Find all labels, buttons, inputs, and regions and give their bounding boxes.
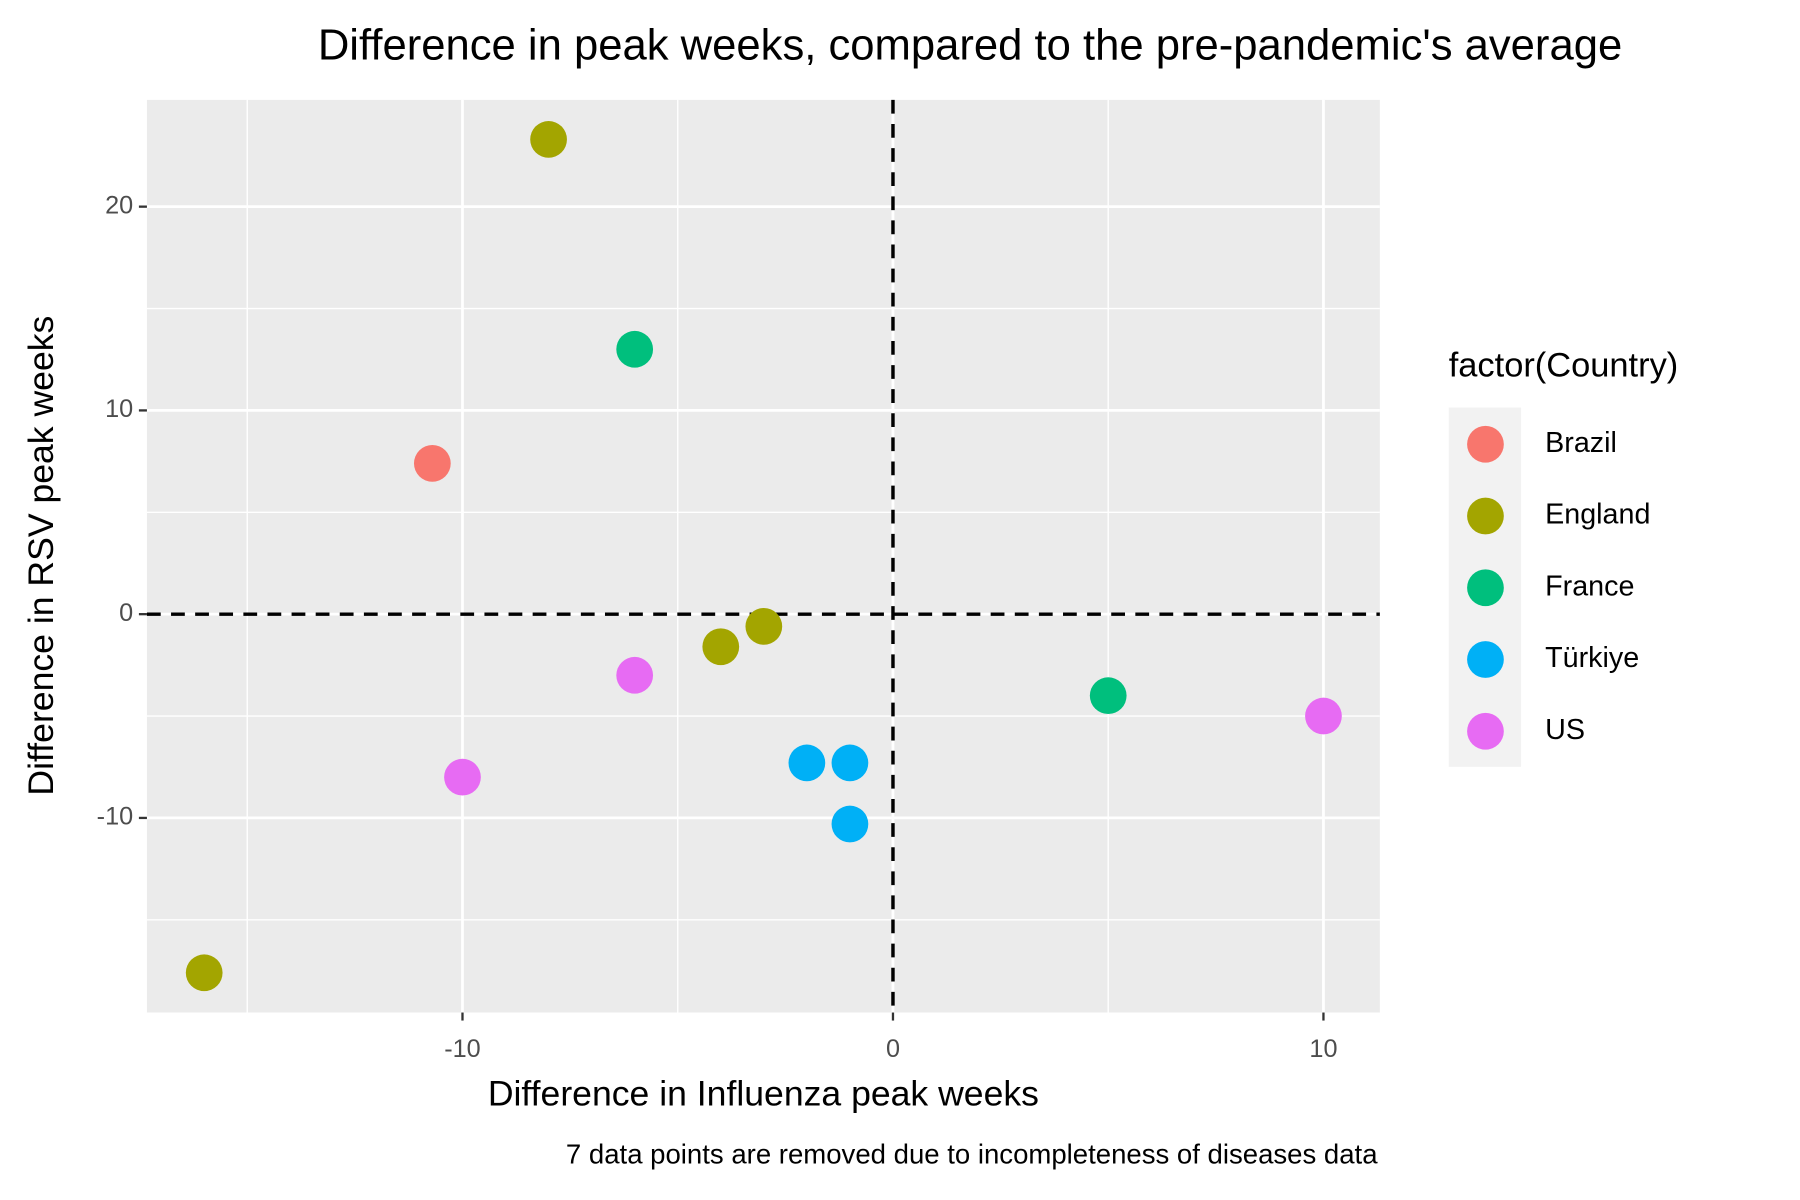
legend-label: Türkiye (1545, 642, 1639, 674)
grid (146, 99, 1380, 1013)
legend-label: US (1545, 714, 1585, 746)
point (745, 608, 783, 645)
x-tick-label: 10 (1309, 1035, 1337, 1063)
point (831, 805, 869, 843)
point (702, 628, 740, 666)
panel (146, 99, 1380, 1013)
point (444, 758, 481, 796)
legend-label: France (1545, 570, 1634, 602)
y-tick-label: -10 (97, 803, 134, 831)
legend-label: Brazil (1545, 427, 1617, 459)
point (530, 121, 567, 158)
point (1089, 677, 1127, 715)
chart-title: Difference in peak weeks, compared to th… (318, 22, 1622, 70)
legend-key (1467, 569, 1504, 607)
point (831, 744, 869, 782)
y-tick-label: 10 (105, 395, 133, 423)
point (413, 445, 451, 482)
legend-key (1467, 497, 1504, 535)
point (616, 330, 654, 368)
point (788, 744, 826, 782)
point (185, 954, 223, 992)
legend-label: England (1545, 499, 1650, 531)
y-tick-label: 0 (119, 599, 133, 627)
y-tick-label: 20 (105, 191, 133, 219)
legend-key (1467, 712, 1504, 750)
x-tick-label: -10 (444, 1035, 481, 1063)
point (616, 656, 654, 694)
legend-key (1467, 425, 1504, 463)
x-axis-label: Difference in Influenza peak weeks (488, 1074, 1039, 1114)
point (1305, 697, 1342, 735)
caption: 7 data points are removed due to incompl… (566, 1138, 1378, 1169)
x-tick-label: 0 (886, 1035, 900, 1063)
legend-title: factor(Country) (1449, 346, 1679, 384)
points (185, 121, 1342, 992)
y-axis-label: Difference in RSV peak weeks (21, 316, 61, 796)
legend-key (1467, 641, 1504, 678)
